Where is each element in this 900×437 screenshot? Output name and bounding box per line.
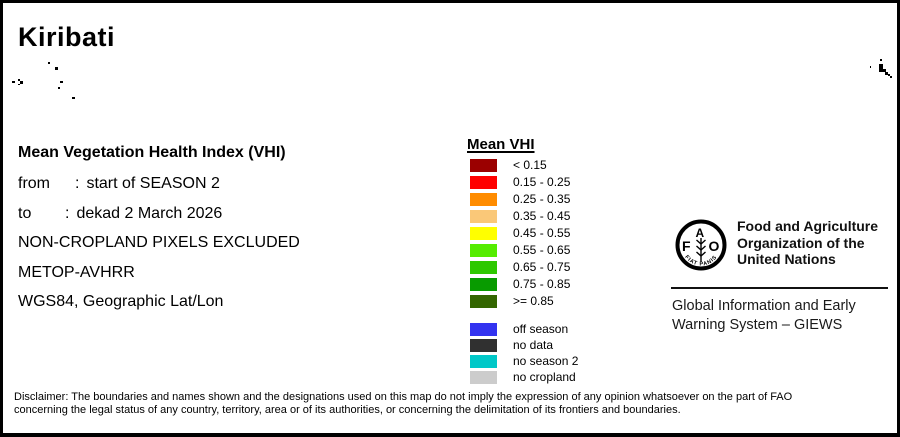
legend-color-swatch [470,210,497,223]
legend-color-swatch [470,159,497,172]
legend-item-label: off season [513,322,569,336]
fao-org-line: Organization of the [737,234,865,251]
island-speck [48,62,50,64]
island-speck [58,87,60,89]
legend-color-swatch [470,227,497,240]
island-speck [20,81,23,84]
legend-item: >= 0.85 [470,295,570,308]
period-from-row: from: start of SEASON 2 [18,175,220,193]
island-speck [885,72,888,75]
giews-caption: Global Information and Early Warning Sys… [672,297,856,334]
legend-color-swatch [470,323,497,336]
fao-divider [671,287,888,289]
legend-item-label: 0.45 - 0.55 [513,226,571,240]
fao-org-line: Food and Agriculture [737,218,879,234]
legend-item: 0.45 - 0.55 [470,227,570,240]
island-speck [880,59,882,61]
wheat-ear-icon [696,238,706,262]
legend-color-swatch [470,295,497,308]
legend-item-label: no data [513,338,554,352]
legend-item-label: 0.65 - 0.75 [513,260,571,274]
island-speck [72,97,75,99]
period-to-row: to: dekad 2 March 2026 [18,205,222,223]
disclaimer-line: concerning the legal status of any count… [14,404,681,416]
projection-note: WGS84, Geographic Lat/Lon [18,293,224,310]
svg-text:F: F [682,238,691,254]
island-speck [60,81,63,83]
legend-color-swatch [470,176,497,189]
cropland-note: NON-CROPLAND PIXELS EXCLUDED [18,234,300,251]
legend-color-swatch [470,339,497,352]
legend-color-swatch [470,278,497,291]
legend-title: Mean VHI [467,136,535,153]
legend-item: no data [470,339,578,352]
legend-item: 0.35 - 0.45 [470,210,570,223]
svg-text:A: A [696,226,705,240]
legend-item-label: 0.15 - 0.25 [513,175,571,189]
legend-color-swatch [470,261,497,274]
sensor-note: METOP-AVHRR [18,264,135,281]
island-speck [55,67,58,70]
to-value: dekad 2 March 2026 [76,205,223,222]
from-colon: : [75,175,80,192]
vhi-legend-list: < 0.15 0.15 - 0.25 0.25 - 0.35 0.35 - 0.… [470,159,570,308]
legend-item-label: 0.75 - 0.85 [513,277,571,291]
to-label: to [18,205,32,222]
legend-item-label: no season 2 [513,354,579,368]
from-label: from [18,175,50,192]
legend-item: 0.55 - 0.65 [470,244,570,257]
legend-item: 0.75 - 0.85 [470,278,570,291]
page-title: Kiribati [18,22,116,52]
legend-item-label: 0.35 - 0.45 [513,209,571,223]
aux-legend-list: off season no data no season 2 no cropla… [470,323,578,384]
legend-color-swatch [470,193,497,206]
legend-item: < 0.15 [470,159,570,172]
island-speck [870,66,871,68]
legend-item: no cropland [470,371,578,384]
legend-item-label: >= 0.85 [513,294,554,308]
legend-item: no season 2 [470,355,578,368]
legend-item: off season [470,323,578,336]
giews-line: Global Information and Early [672,298,856,314]
fao-logo-icon: F A O FIAT PANIS [675,219,727,271]
legend-item-label: < 0.15 [513,158,547,172]
legend-item-label: 0.25 - 0.35 [513,192,571,206]
island-speck [888,74,890,76]
legend-item: 0.15 - 0.25 [470,176,570,189]
to-colon: : [65,205,70,222]
island-speck [18,79,20,81]
from-value: start of SEASON 2 [86,175,220,192]
legend-item: 0.65 - 0.75 [470,261,570,274]
legend-color-swatch [470,371,497,384]
island-speck [879,64,883,72]
svg-text:O: O [709,238,720,254]
legend-color-swatch [470,355,497,368]
island-speck [890,76,892,78]
island-speck [883,69,886,72]
island-speck [12,81,15,83]
legend-item: 0.25 - 0.35 [470,193,570,206]
disclaimer-text: Disclaimer: The boundaries and names sho… [14,391,792,417]
fao-org-line: United Nations [737,251,836,267]
legend-item-label: 0.55 - 0.65 [513,243,571,257]
fao-org-name: Food and Agriculture Organization of the… [737,218,878,268]
disclaimer-line: Disclaimer: The boundaries and names sho… [14,391,793,403]
legend-item-label: no cropland [513,370,576,384]
giews-line: Warning System – GIEWS [672,316,843,333]
legend-color-swatch [470,244,497,257]
island-speck [18,84,20,85]
vhi-heading: Mean Vegetation Health Index (VHI) [18,144,286,161]
